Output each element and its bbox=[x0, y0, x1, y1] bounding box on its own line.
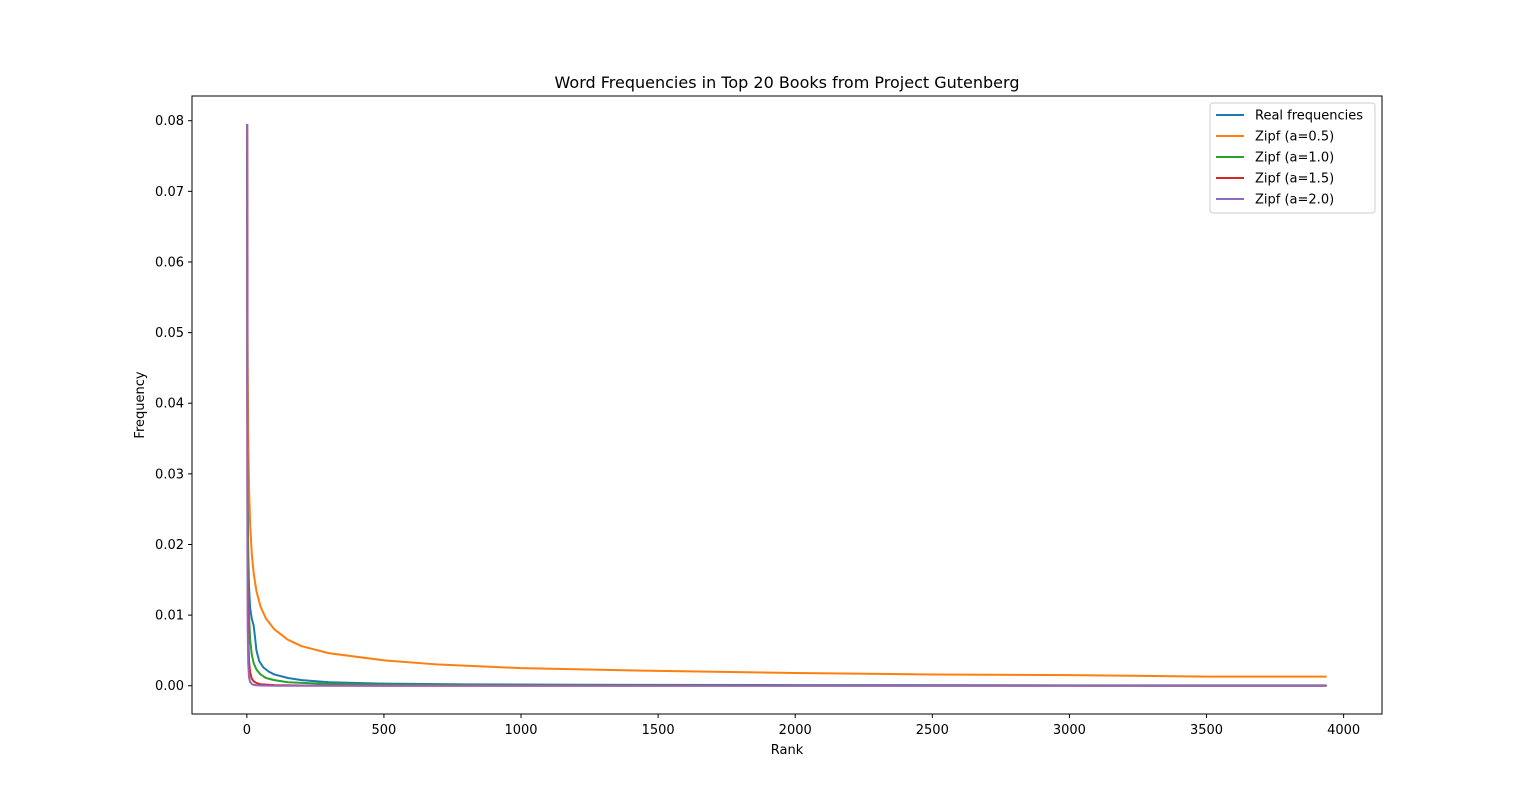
series-line-3 bbox=[246, 124, 1327, 687]
y-tick-label: 0.00 bbox=[155, 679, 184, 694]
legend-label: Zipf (a=0.5) bbox=[1255, 130, 1334, 145]
legend-label: Zipf (a=1.0) bbox=[1255, 151, 1334, 166]
y-tick-label: 0.04 bbox=[155, 397, 184, 412]
legend-box bbox=[1209, 102, 1376, 214]
legend-label: Zipf (a=2.0) bbox=[1255, 193, 1334, 208]
x-tick-label: 2500 bbox=[916, 723, 949, 738]
y-axis-ticks: 0.00 0.01 0.02 0.03 0.04 0.05 0.06 0.07 0.08 bbox=[155, 114, 192, 694]
x-axis-ticks: 0 500 1000 1500 2000 2500 3000 3500 4000 bbox=[243, 714, 1360, 738]
plot-frame bbox=[191, 95, 1383, 715]
legend: Real frequencies Zipf (a=0.5) Zipf (a=1.0)… bbox=[1209, 102, 1376, 214]
series-layer bbox=[246, 124, 1327, 687]
x-tick-label: 1500 bbox=[642, 723, 675, 738]
x-tick-label: 1000 bbox=[504, 723, 537, 738]
x-tick-label: 4000 bbox=[1327, 723, 1360, 738]
series-line-0 bbox=[246, 124, 1327, 687]
series-line-2 bbox=[246, 124, 1327, 687]
x-tick-label: 3500 bbox=[1190, 723, 1223, 738]
y-tick-label: 0.03 bbox=[155, 467, 184, 482]
y-tick-label: 0.06 bbox=[155, 255, 184, 270]
x-tick-label: 3000 bbox=[1053, 723, 1086, 738]
x-axis-label: Rank bbox=[771, 743, 804, 758]
series-line-4 bbox=[246, 124, 1327, 687]
series-line-1 bbox=[246, 124, 1327, 678]
x-tick-label: 0 bbox=[243, 723, 251, 738]
y-tick-label: 0.08 bbox=[155, 114, 184, 129]
y-tick-label: 0.05 bbox=[155, 326, 184, 341]
y-tick-label: 0.02 bbox=[155, 538, 184, 553]
legend-label: Zipf (a=1.5) bbox=[1255, 172, 1334, 187]
legend-label: Real frequencies bbox=[1255, 109, 1363, 124]
y-tick-label: 0.07 bbox=[155, 185, 184, 200]
chart-title: Word Frequencies in Top 20 Books from Pr… bbox=[555, 73, 1020, 92]
legend-entries: Real frequencies Zipf (a=0.5) Zipf (a=1.0)… bbox=[1216, 109, 1363, 208]
y-axis-label: Frequency bbox=[133, 371, 148, 438]
x-tick-label: 2000 bbox=[779, 723, 812, 738]
x-tick-label: 500 bbox=[372, 723, 397, 738]
y-tick-label: 0.01 bbox=[155, 609, 184, 624]
